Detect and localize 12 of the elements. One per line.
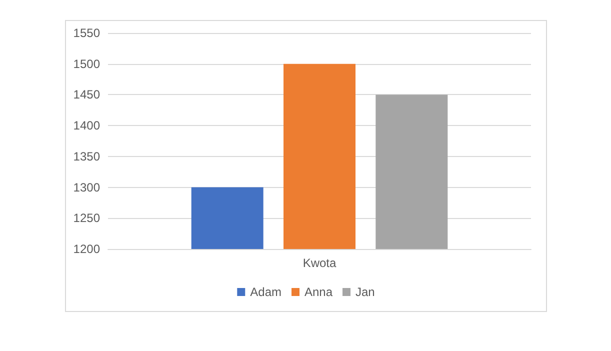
legend-label: Jan [356,285,375,299]
y-tick-label: 1350 [73,149,100,164]
y-tick-label: 1300 [73,180,100,194]
legend-label: Adam [250,285,282,299]
y-tick-label: 1400 [73,118,100,133]
y-tick-label: 1450 [73,88,100,102]
y-tick-label: 1550 [73,26,100,40]
y-tick-label: 1200 [73,242,100,256]
y-tick-label: 1500 [73,56,100,71]
x-tick-label: Kwota [302,256,336,270]
legend-label: Anna [304,285,333,299]
y-tick-label: 1250 [73,211,100,226]
